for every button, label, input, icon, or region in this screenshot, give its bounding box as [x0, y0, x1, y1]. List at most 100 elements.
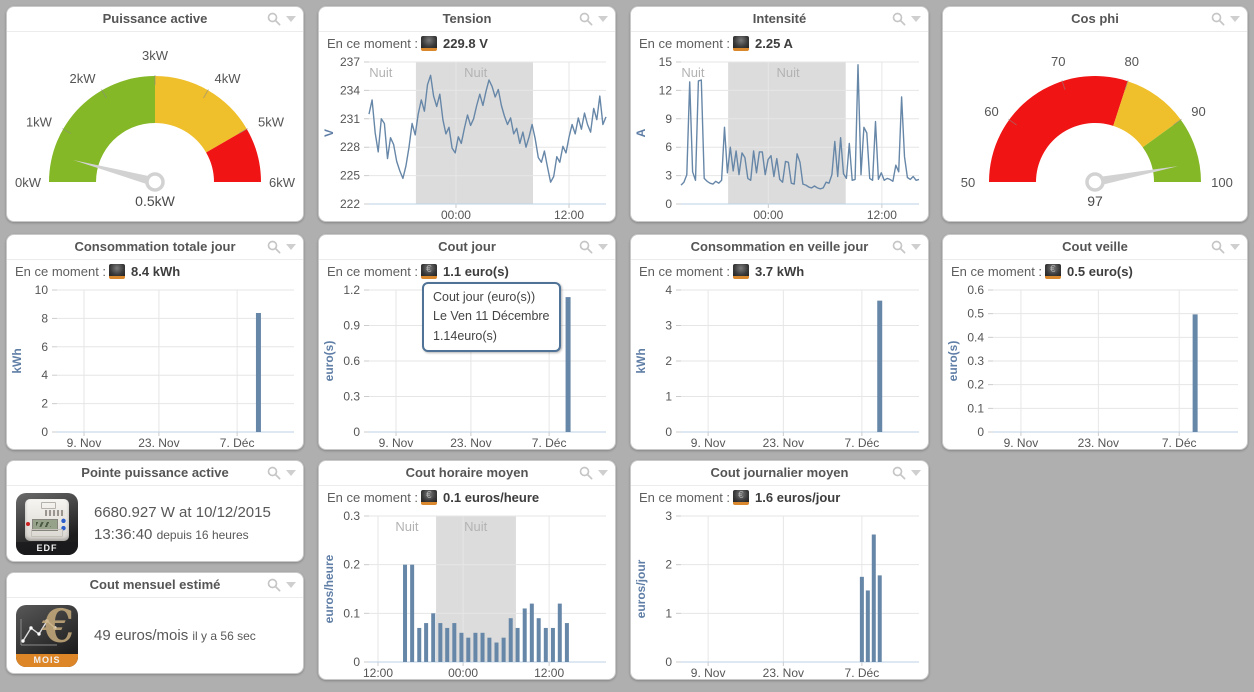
magnifier-icon[interactable] [892, 12, 906, 26]
svg-text:12:00: 12:00 [554, 208, 584, 222]
widget-header: Intensité [631, 7, 928, 32]
current-value-line: En ce moment : 229.8 V [319, 32, 615, 54]
svg-text:euros/heure: euros/heure [322, 554, 336, 623]
cout-journalier-chart[interactable]: 0 1 2 3 9. Nov 23. Nov 7. Déc euros/jour [631, 508, 928, 680]
mini-trend-illustration [20, 619, 57, 646]
intensite-chart[interactable]: Nuit Nuit 0 3 6 9 12 15 00:00 12:00 A [631, 54, 928, 222]
chevron-down-icon[interactable] [286, 16, 296, 22]
magnifier-icon[interactable] [267, 12, 281, 26]
current-value-line: En ce moment : 2.25 A [631, 32, 928, 54]
peak-time: 13:36:40 [94, 526, 153, 543]
chevron-down-icon[interactable] [1230, 16, 1240, 22]
svg-text:6kW: 6kW [269, 175, 296, 190]
widget-cout-jour: Cout jour En ce moment : 1.1 euro(s) 0 0.3… [318, 234, 616, 450]
svg-text:12: 12 [659, 83, 673, 97]
chevron-down-icon[interactable] [286, 470, 296, 476]
chevron-down-icon[interactable] [598, 16, 608, 22]
svg-text:kWh: kWh [10, 348, 24, 373]
svg-text:0.6: 0.6 [967, 283, 984, 297]
cout-horaire-chart[interactable]: Nuit Nuit 0 0.1 0.2 0.3 12:00 00:00 12:00 euros/h… [319, 508, 615, 680]
widget-title: Cos phi [1071, 11, 1119, 26]
chevron-down-icon[interactable] [911, 16, 921, 22]
svg-text:12:00: 12:00 [867, 208, 897, 222]
svg-text:1kW: 1kW [26, 115, 53, 130]
svg-text:9. Nov: 9. Nov [691, 436, 726, 450]
svg-text:0: 0 [665, 197, 672, 211]
svg-text:Nuit: Nuit [464, 65, 488, 80]
svg-text:222: 222 [340, 197, 360, 211]
widget-consommation-veille: Consommation en veille jour En ce moment… [630, 234, 929, 450]
cos-phi-gauge: 50 60 70 80 90 100 97 [961, 54, 1233, 209]
euro-mini-icon [421, 264, 438, 279]
svg-text:0.2: 0.2 [967, 378, 984, 392]
svg-text:0kW: 0kW [15, 175, 42, 190]
peak-since: depuis 16 heures [156, 528, 249, 542]
widget-cout-veille: Cout veille En ce moment :0.5 euro(s) 00… [942, 234, 1248, 450]
svg-text:70: 70 [1051, 54, 1065, 69]
chevron-down-icon[interactable] [598, 470, 608, 476]
magnifier-icon[interactable] [267, 240, 281, 254]
consommation-veille-chart[interactable]: 0 1 2 3 4 9. Nov 23. Nov 7. Déc kWh [631, 282, 928, 450]
svg-text:3: 3 [665, 509, 672, 523]
now-value: 229.8 V [443, 36, 488, 51]
svg-text:Nuit: Nuit [395, 519, 419, 534]
magnifier-icon[interactable] [892, 466, 906, 480]
svg-text:15: 15 [659, 55, 673, 69]
svg-text:0.4: 0.4 [967, 330, 984, 344]
svg-text:0.2: 0.2 [343, 558, 360, 572]
chevron-down-icon[interactable] [1230, 244, 1240, 250]
cout-veille-chart[interactable]: 0 0.1 0.2 0.3 0.4 0.5 0.6 9. Nov 23. Nov 7. Déc eu… [943, 282, 1247, 450]
meter-illustration [25, 499, 69, 541]
svg-text:234: 234 [340, 83, 360, 97]
svg-text:6: 6 [41, 340, 48, 354]
svg-text:9: 9 [665, 112, 672, 126]
svg-text:4: 4 [41, 368, 48, 382]
consommation-totale-chart[interactable]: 0 2 4 6 8 10 9. Nov 23. Nov 7. Déc kWh [7, 282, 303, 450]
now-value: 8.4 kWh [131, 264, 181, 279]
now-value: 1.1 euro(s) [443, 264, 509, 279]
svg-text:23. Nov: 23. Nov [450, 436, 491, 450]
magnifier-icon[interactable] [267, 466, 281, 480]
svg-text:7. Déc: 7. Déc [220, 436, 255, 450]
svg-text:23. Nov: 23. Nov [1078, 436, 1119, 450]
widget-header: Pointe puissance active [7, 461, 303, 486]
widget-header: Cout veille [943, 235, 1247, 260]
magnifier-icon[interactable] [1211, 240, 1225, 254]
widget-title: Pointe puissance active [81, 465, 229, 480]
svg-text:0.5: 0.5 [967, 307, 984, 321]
chevron-down-icon[interactable] [911, 470, 921, 476]
euro-mini-icon [1045, 264, 1062, 279]
svg-text:0: 0 [353, 655, 360, 669]
magnifier-icon[interactable] [579, 12, 593, 26]
svg-text:0: 0 [665, 655, 672, 669]
chevron-down-icon[interactable] [598, 244, 608, 250]
meter-mini-icon [109, 264, 126, 279]
svg-text:237: 237 [340, 55, 360, 69]
now-label: En ce moment : [639, 264, 731, 279]
magnifier-icon[interactable] [267, 578, 281, 592]
magnifier-icon[interactable] [892, 240, 906, 254]
svg-text:0.1: 0.1 [343, 606, 360, 620]
widget-tension: Tension En ce moment : 229.8 V Nuit Nuit 22… [318, 6, 616, 222]
monthly-cost-text: 49 euros/mois il y a 56 sec [94, 625, 256, 648]
svg-text:0.1: 0.1 [967, 401, 984, 415]
now-label: En ce moment : [639, 36, 731, 51]
svg-text:0: 0 [353, 425, 360, 439]
chevron-down-icon[interactable] [286, 244, 296, 250]
chevron-down-icon[interactable] [286, 582, 296, 588]
current-value-line: En ce moment : 8.4 kWh [7, 260, 303, 282]
magnifier-icon[interactable] [579, 466, 593, 480]
euro-mini-icon [421, 490, 438, 505]
svg-text:23. Nov: 23. Nov [763, 666, 804, 680]
tension-chart[interactable]: Nuit Nuit 222 225 228 231 234 237 00:00 12:00 V [319, 54, 615, 222]
svg-text:7. Déc: 7. Déc [532, 436, 567, 450]
monthly-cost-ago: il y a 56 sec [192, 628, 256, 643]
meter-mini-icon [733, 264, 750, 279]
meter-mini-icon [421, 36, 438, 51]
magnifier-icon[interactable] [579, 240, 593, 254]
magnifier-icon[interactable] [1211, 12, 1225, 26]
now-label: En ce moment : [327, 490, 419, 505]
widget-intensite: Intensité En ce moment : 2.25 A Nuit Nuit 0… [630, 6, 929, 222]
chevron-down-icon[interactable] [911, 244, 921, 250]
